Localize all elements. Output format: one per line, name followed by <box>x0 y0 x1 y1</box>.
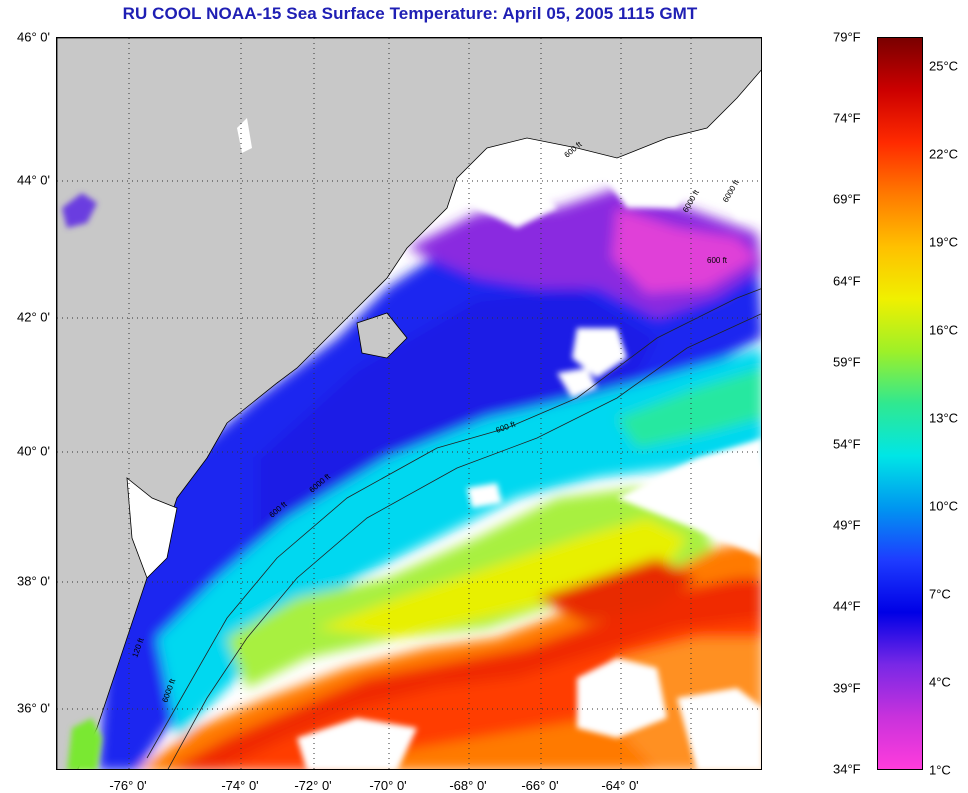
temperature-colorbar <box>877 37 923 770</box>
lat-label-42: 42° 0' <box>17 309 50 325</box>
colorbar-c-label: 13°C <box>929 410 959 426</box>
lat-label-46: 46° 0' <box>17 29 50 45</box>
cloud-spot <box>237 118 252 153</box>
colorbar-f-label: 49°F <box>833 517 861 533</box>
sst-map-canvas: 600 ft 6000 ft 600 ft 6000 ft 600 ft 600… <box>57 38 761 769</box>
lon-label-72: -72° 0' <box>294 778 332 793</box>
lon-label-70: -70° 0' <box>369 778 407 793</box>
colorbar-f-label: 44°F <box>833 598 861 614</box>
sst-map[interactable]: 600 ft 6000 ft 600 ft 6000 ft 600 ft 600… <box>56 37 762 770</box>
colorbar-c-label: 1°C <box>929 762 951 778</box>
colorbar-c-label: 22°C <box>929 146 959 162</box>
land <box>57 38 761 769</box>
lon-label-76: -76° 0' <box>109 778 147 793</box>
colorbar-f-label: 39°F <box>833 680 861 696</box>
contour-label: 600 ft <box>707 256 728 265</box>
colorbar-c-label: 19°C <box>929 234 959 250</box>
colorbar-c-label: 4°C <box>929 674 951 690</box>
bathymetry-contours <box>146 288 761 769</box>
colorbar-f-label: 54°F <box>833 436 861 452</box>
colorbar-c-label: 7°C <box>929 586 951 602</box>
cloud-patches <box>297 128 761 769</box>
lon-label-66: -66° 0' <box>521 778 559 793</box>
colorbar-c-label: 25°C <box>929 58 959 74</box>
colorbar-f-label: 34°F <box>833 761 861 777</box>
cold-spot <box>62 193 97 228</box>
colorbar-f-label: 79°F <box>833 29 861 45</box>
sst-field <box>97 188 761 769</box>
lon-label-64: -64° 0' <box>601 778 639 793</box>
lon-label-68: -68° 0' <box>449 778 487 793</box>
graticule <box>57 38 761 769</box>
bay-warm-water <box>67 718 102 769</box>
lon-label-74: -74° 0' <box>221 778 259 793</box>
colorbar-f-label: 59°F <box>833 354 861 370</box>
lat-label-44: 44° 0' <box>17 172 50 188</box>
map-title: RU COOL NOAA-15 Sea Surface Temperature:… <box>122 4 698 23</box>
colorbar-c-label: 16°C <box>929 322 959 338</box>
colorbar-c-label: 10°C <box>929 498 959 514</box>
lat-label-40: 40° 0' <box>17 443 50 459</box>
colorbar-f-label: 74°F <box>833 110 861 126</box>
lat-label-38: 38° 0' <box>17 573 50 589</box>
lat-label-36: 36° 0' <box>17 700 50 716</box>
colorbar-f-label: 64°F <box>833 273 861 289</box>
colorbar-f-label: 69°F <box>833 191 861 207</box>
